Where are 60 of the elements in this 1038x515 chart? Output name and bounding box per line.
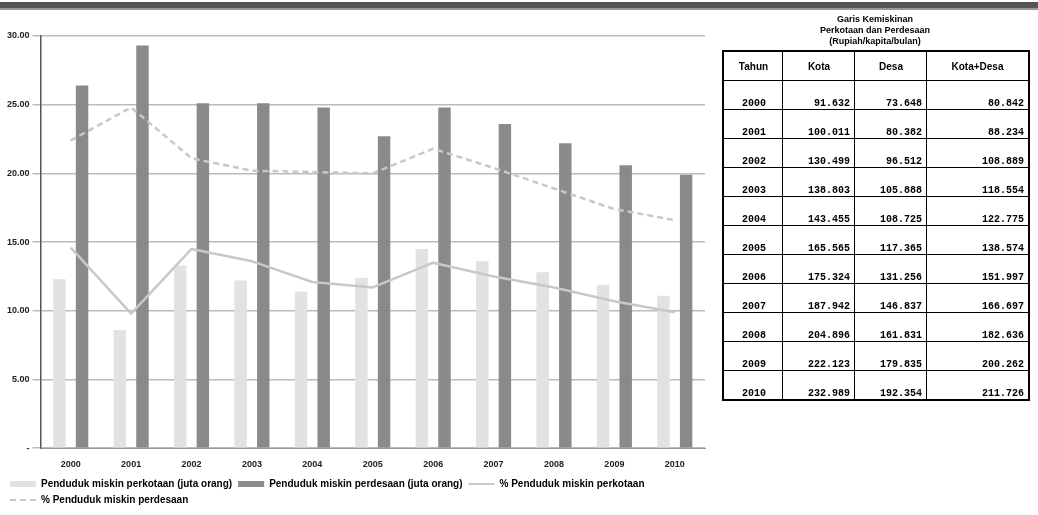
legend-label: Penduduk miskin perdesaan (juta orang) [269, 477, 463, 489]
bar [559, 143, 572, 448]
bar [257, 103, 270, 448]
bar [75, 85, 89, 448]
category-label: 2009 222.123 179.835 200.262 [742, 359, 1025, 370]
category-label: 2000 91.632 73.648 80.842 [742, 98, 1025, 109]
legend-label: % Penduduk miskin perkotaan [499, 477, 645, 489]
category-label: 2003 138.803 105.888 118.554 [742, 185, 1025, 196]
bar [679, 174, 693, 448]
x-tick-label: 2004 [302, 459, 323, 470]
bar [294, 291, 308, 448]
bar [196, 103, 210, 448]
bar [317, 107, 330, 448]
category-label: 2007 187.942 146.837 166.697 [742, 301, 1025, 312]
category-label: Desa [855, 51, 927, 81]
x-tick-label: 2002 [181, 459, 202, 470]
legend-label: Penduduk miskin perkotaan (juta orang) [41, 477, 233, 489]
x-tick-label: 2005 [362, 459, 383, 470]
bar [136, 45, 149, 448]
x-tick-label: 2009 [604, 459, 625, 470]
x-tick-label: 2000 [60, 459, 81, 470]
category-label: Kota [783, 51, 855, 81]
y-tick-label: 20.00 [6, 167, 30, 178]
category-label: 2002 130.499 96.512 108.889 [742, 156, 1025, 167]
x-tick-label: 2008 [543, 459, 564, 470]
category-label: Kota+Desa [927, 51, 1030, 81]
bar [476, 261, 489, 448]
bar [438, 107, 451, 448]
bar [355, 277, 368, 448]
bar [498, 123, 512, 448]
bar [415, 248, 429, 448]
x-tick-label: 2003 [241, 459, 262, 470]
category-label: 2005 165.565 117.365 138.574 [742, 243, 1025, 254]
category-label: 2004 143.455 108.725 122.775 [742, 214, 1025, 225]
x-tick-label: 2006 [423, 459, 444, 470]
x-tick-label: 2001 [121, 459, 142, 470]
y-tick-label: 30.00 [6, 30, 30, 41]
y-tick-label: 25.00 [6, 99, 30, 110]
bar [173, 265, 187, 448]
bar [113, 330, 127, 448]
category-label: 2006 175.324 131.256 151.997 [742, 272, 1025, 283]
text: Garis Kemiskinan Perkotaan dan Perdesaan (Rupiah/kapita/bulan) [818, 14, 932, 47]
bar [53, 279, 66, 448]
category-label: 2010 232.989 192.354 211.726 [742, 388, 1025, 399]
text: Tahun [723, 51, 783, 81]
y-tick-label: 10.00 [6, 305, 30, 316]
y-tick-label: - [26, 442, 30, 453]
bar [619, 165, 632, 448]
x-tick-label: 2010 [664, 459, 685, 470]
bar [536, 272, 549, 448]
y-tick-label: 5.00 [11, 373, 30, 384]
x-tick-label: 2007 [483, 459, 504, 470]
legend-label: % Penduduk miskin perdesaan [41, 493, 189, 505]
y-tick-label: 15.00 [6, 236, 30, 247]
bar [657, 295, 670, 448]
bar [596, 284, 610, 448]
category-label: 2008 204.896 161.831 182.636 [742, 330, 1025, 341]
bar [377, 136, 391, 448]
bar [234, 280, 247, 448]
category-label: 2001 100.011 80.382 88.234 [742, 127, 1025, 138]
